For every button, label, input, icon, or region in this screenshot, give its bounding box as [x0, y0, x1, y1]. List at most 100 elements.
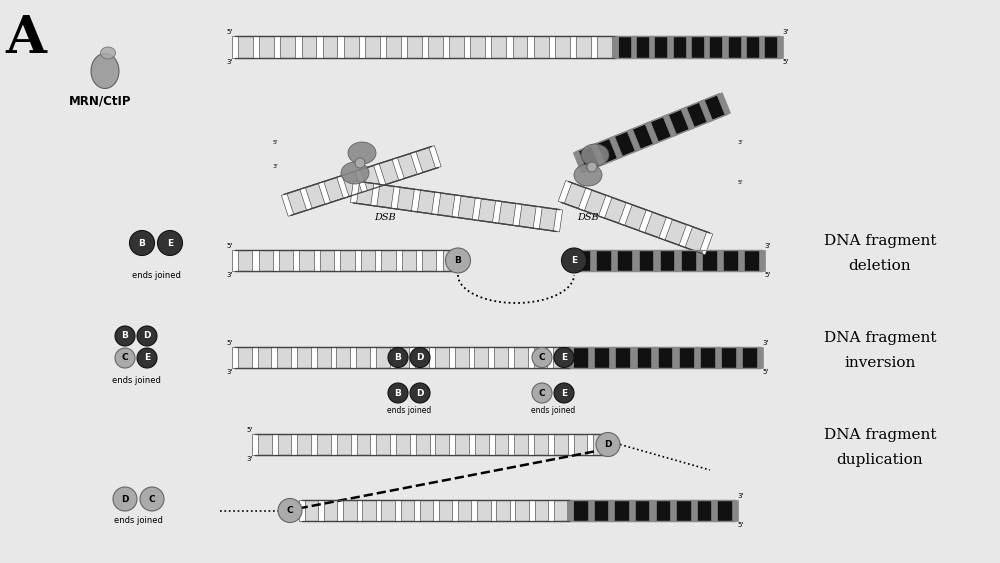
- Polygon shape: [508, 434, 514, 455]
- Polygon shape: [759, 250, 765, 271]
- Polygon shape: [355, 169, 367, 193]
- Text: 5': 5': [227, 340, 233, 346]
- Text: D: D: [416, 388, 424, 397]
- Circle shape: [532, 347, 552, 368]
- Polygon shape: [757, 347, 763, 368]
- Polygon shape: [469, 347, 474, 368]
- Polygon shape: [331, 347, 336, 368]
- Polygon shape: [588, 500, 594, 521]
- Polygon shape: [663, 114, 677, 137]
- Circle shape: [562, 248, 586, 273]
- Text: B: B: [122, 332, 128, 341]
- Polygon shape: [390, 347, 396, 368]
- Circle shape: [115, 348, 135, 368]
- Text: D: D: [143, 332, 151, 341]
- Polygon shape: [436, 250, 443, 271]
- Polygon shape: [337, 500, 343, 521]
- Text: 3': 3': [762, 340, 768, 346]
- Polygon shape: [632, 250, 639, 271]
- Polygon shape: [429, 347, 435, 368]
- Polygon shape: [738, 250, 744, 271]
- Polygon shape: [452, 500, 458, 521]
- Circle shape: [554, 347, 574, 368]
- Polygon shape: [527, 36, 534, 58]
- Polygon shape: [609, 136, 623, 159]
- Polygon shape: [578, 188, 592, 211]
- Circle shape: [388, 347, 408, 368]
- Polygon shape: [547, 347, 553, 368]
- Text: E: E: [167, 239, 173, 248]
- Polygon shape: [318, 181, 331, 204]
- Text: B: B: [395, 388, 401, 397]
- Polygon shape: [548, 500, 554, 521]
- Polygon shape: [443, 36, 449, 58]
- Circle shape: [587, 162, 597, 172]
- Polygon shape: [232, 347, 238, 368]
- Polygon shape: [422, 36, 428, 58]
- Polygon shape: [371, 184, 380, 206]
- Polygon shape: [311, 347, 317, 368]
- Polygon shape: [548, 36, 555, 58]
- Text: B: B: [455, 256, 461, 265]
- Text: 5': 5': [247, 427, 253, 433]
- Polygon shape: [558, 181, 572, 203]
- Text: D: D: [416, 353, 424, 362]
- Text: D: D: [121, 494, 129, 503]
- Polygon shape: [255, 434, 610, 455]
- Polygon shape: [553, 209, 563, 232]
- Text: E: E: [561, 388, 567, 397]
- Polygon shape: [674, 250, 681, 271]
- Polygon shape: [457, 250, 463, 271]
- Polygon shape: [653, 250, 660, 271]
- Circle shape: [446, 248, 471, 273]
- Polygon shape: [235, 36, 615, 58]
- Polygon shape: [567, 500, 573, 521]
- Polygon shape: [272, 434, 278, 455]
- Polygon shape: [281, 194, 294, 216]
- Circle shape: [278, 498, 302, 522]
- Polygon shape: [590, 250, 596, 271]
- Polygon shape: [567, 347, 573, 368]
- Polygon shape: [667, 36, 673, 58]
- Text: 3': 3': [227, 369, 233, 375]
- Ellipse shape: [581, 144, 609, 166]
- Text: ends joined: ends joined: [387, 406, 431, 415]
- Polygon shape: [506, 36, 513, 58]
- Polygon shape: [510, 500, 515, 521]
- Circle shape: [554, 383, 574, 403]
- Polygon shape: [741, 36, 746, 58]
- Text: ends joined: ends joined: [531, 406, 575, 415]
- Polygon shape: [759, 36, 764, 58]
- Polygon shape: [351, 434, 357, 455]
- Polygon shape: [469, 434, 475, 455]
- Polygon shape: [284, 146, 438, 216]
- Circle shape: [113, 487, 137, 511]
- Polygon shape: [396, 250, 402, 271]
- Polygon shape: [318, 500, 324, 521]
- Text: 3': 3': [227, 272, 233, 278]
- Polygon shape: [414, 500, 420, 521]
- Text: C: C: [287, 506, 293, 515]
- Polygon shape: [732, 500, 738, 521]
- Circle shape: [388, 383, 408, 403]
- Circle shape: [410, 347, 430, 368]
- Polygon shape: [615, 36, 780, 58]
- Text: 3': 3': [737, 493, 743, 499]
- Text: 3': 3': [738, 141, 744, 145]
- Ellipse shape: [100, 47, 116, 59]
- Polygon shape: [291, 434, 297, 455]
- Polygon shape: [429, 146, 441, 168]
- Text: A: A: [5, 13, 46, 64]
- Polygon shape: [374, 164, 386, 186]
- Polygon shape: [331, 434, 337, 455]
- Polygon shape: [370, 434, 376, 455]
- Polygon shape: [612, 36, 618, 58]
- Polygon shape: [649, 36, 654, 58]
- Polygon shape: [311, 434, 317, 455]
- Circle shape: [596, 432, 620, 457]
- Text: C: C: [539, 353, 545, 362]
- Polygon shape: [570, 500, 735, 521]
- Polygon shape: [433, 500, 439, 521]
- Polygon shape: [357, 500, 362, 521]
- Polygon shape: [430, 434, 435, 455]
